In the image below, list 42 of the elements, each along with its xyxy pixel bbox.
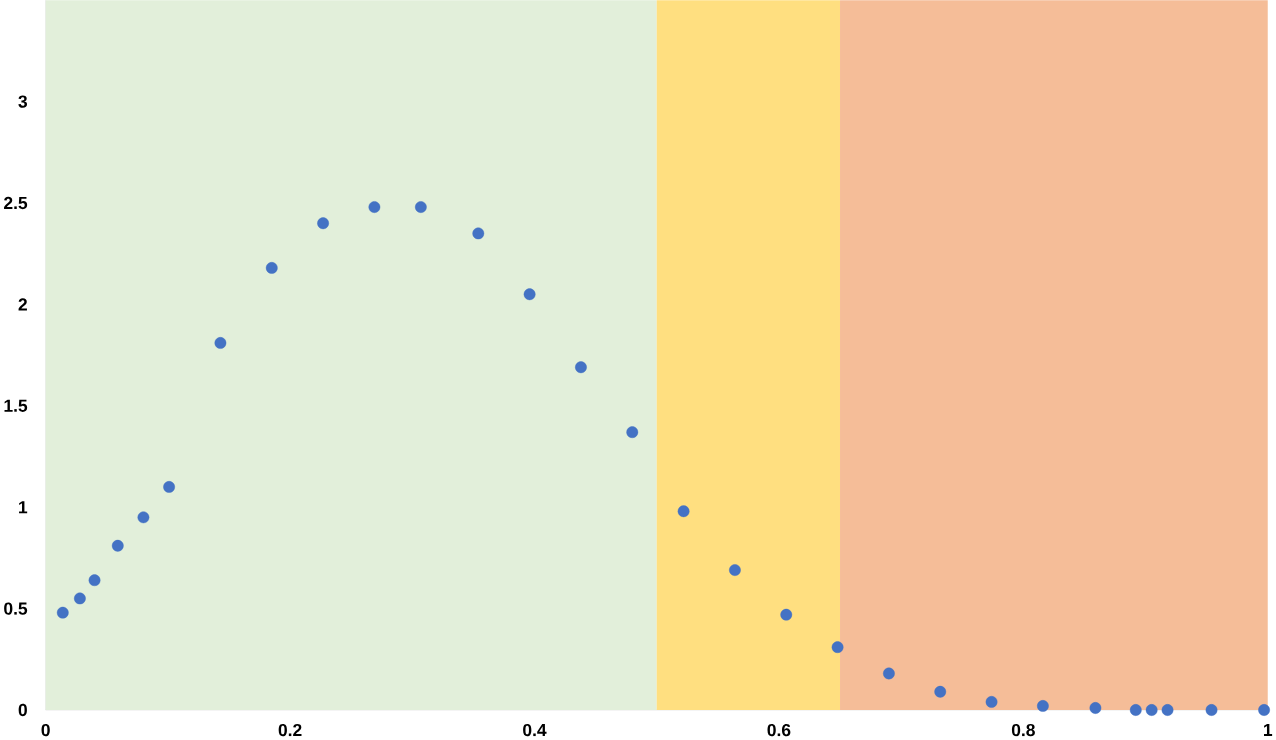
point [523,288,536,301]
y-tick-label: 0 [18,704,27,717]
y-tick-label: 3 [18,95,28,108]
point [414,201,427,214]
point [111,540,124,552]
point [677,505,690,518]
x-tick-label: 0.2 [278,724,302,737]
x-tick-label: 1 [1264,724,1273,737]
point [831,641,844,654]
point [780,608,793,621]
y-tick-label: 2.5 [4,197,28,210]
point [1129,704,1142,717]
point [472,227,485,240]
y-tick-label: 0.5 [4,602,28,615]
point [368,201,381,214]
point [88,574,101,587]
point [1089,702,1102,715]
point [1161,704,1174,717]
point [163,481,175,493]
point [74,592,86,605]
point [265,262,278,274]
point [934,686,947,698]
point [1145,704,1158,717]
point [317,217,329,230]
point [137,511,150,524]
x-tick-label: 0.4 [523,724,547,737]
point [729,564,741,577]
point [1258,704,1270,717]
y-tick-label: 2 [18,298,27,311]
y-tick-label: 1.5 [4,399,28,413]
point [575,361,587,374]
point [214,337,227,349]
point [626,426,639,439]
point [1037,700,1049,712]
y-tick-label: 1 [19,501,28,514]
point [1205,704,1218,717]
x-tick-label: 0.6 [767,724,791,737]
point [985,696,998,708]
point [883,667,895,680]
x-tick-label: 0 [41,724,50,737]
point [56,606,69,619]
x-tick-label: 0.8 [1011,724,1035,737]
